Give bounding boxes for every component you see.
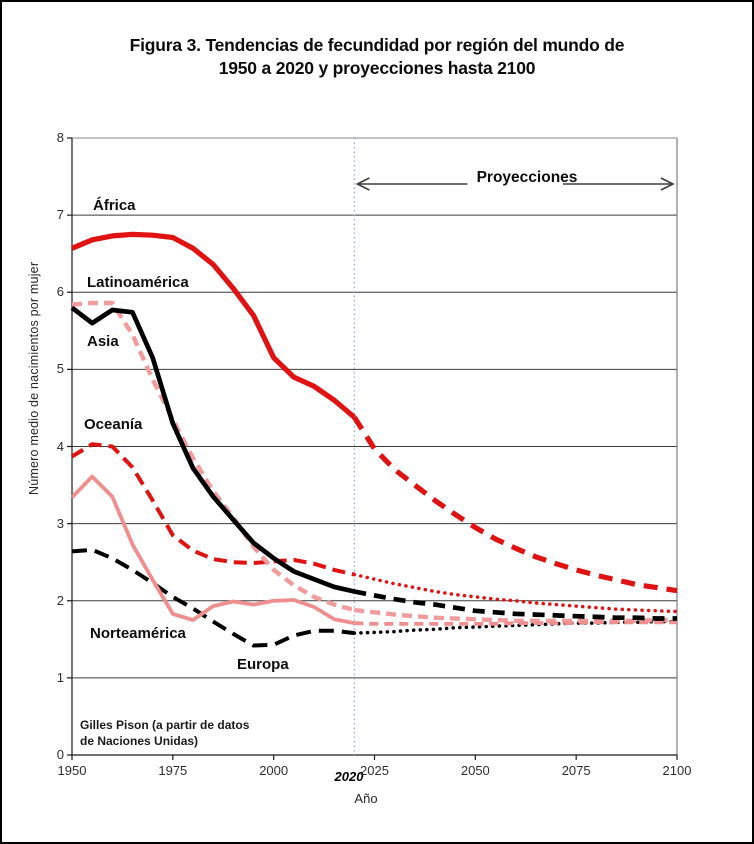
series-line-asia-historical [70,305,355,594]
series-line-latinoamerica-projection [354,607,677,623]
x-tick-label-1975: 1975 [158,763,188,778]
x-tick-label-2050: 2050 [460,763,490,778]
projections-label: Proyecciones [476,169,578,186]
x-tick-label-2100: 2100 [662,763,692,778]
x-tick-label-2025: 2025 [360,763,389,778]
figure-title-line1: Figura 3. Tendencias de fecundidad por r… [129,35,625,55]
series-label-africa: África [93,197,136,214]
series-label-asia: Asia [87,333,119,350]
y-tick-label-3: 3 [56,515,64,531]
series-line-africa-projection [352,415,678,594]
y-tick-label-6: 6 [56,284,64,300]
y-tick-label-1: 1 [56,669,64,685]
series-line-europa-historical [71,547,355,648]
source-credit: Gilles Pison (a partir de datos de Nacio… [80,718,249,749]
y-tick-label-4: 4 [56,438,64,454]
series-label-latinoamerica: Latinoamérica [87,274,189,291]
series-line-norteamerica-projection [354,620,677,626]
source-credit-line1: Gilles Pison (a partir de datos [80,718,250,732]
series-line-oceania-projection [352,572,679,614]
y-tick-label-5: 5 [56,361,64,377]
x-axis-title: Año [354,791,378,806]
divider-year-label: 2020 [334,769,364,784]
y-tick-label-8: 8 [56,130,64,145]
series-label-europa: Europa [237,656,289,673]
x-tick-label-1950: 1950 [57,763,87,778]
series-line-norteamerica-historical [70,474,355,625]
series-line-africa-historical [70,231,356,420]
series-line-latinoamerica-historical [71,300,355,613]
series-line-asia-projection [353,589,677,621]
series-label-oceania: Oceanía [84,416,143,433]
figure-title: Figura 3. Tendencias de fecundidad por r… [0,34,754,80]
x-tick-label-2075: 2075 [561,763,591,778]
y-tick-label-7: 7 [56,207,64,223]
series-label-norteamerica: Norteamérica [90,625,186,642]
y-tick-label-0: 0 [56,747,64,762]
projection-arrow [355,177,675,191]
series-line-europa-projection [352,619,679,635]
y-tick-label-2: 2 [56,592,64,608]
x-tick-label-2000: 2000 [259,763,289,778]
figure-title-line2: 1950 a 2020 y proyecciones hasta 2100 [218,58,536,78]
source-credit-line2: de Naciones Unidas) [80,733,199,748]
series-line-oceania-historical [70,442,355,577]
